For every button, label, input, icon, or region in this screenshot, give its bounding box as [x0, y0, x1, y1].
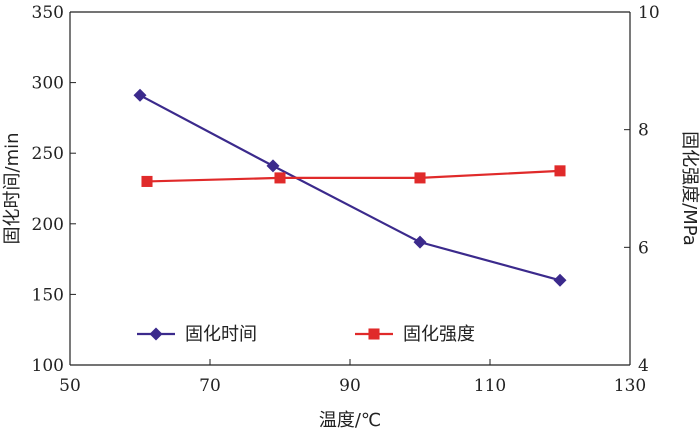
- curing-strength-legend-label: 固化强度: [403, 324, 475, 345]
- y-left-tick-label: 150: [32, 285, 64, 305]
- x-tick-label: 110: [474, 376, 506, 396]
- legend: 固化时间 固化强度: [137, 324, 475, 345]
- curing-time-legend-marker: [149, 327, 163, 341]
- ticks: 50 70 90 110 130 100 150 200 250 300 350 4 6 8 10: [32, 3, 660, 396]
- y-axis-left-title: 固化时间/min: [2, 132, 23, 244]
- curing-time-legend-label: 固化时间: [185, 324, 257, 345]
- curing-time-series-line: [139, 94, 561, 282]
- x-tick-label: 50: [59, 376, 81, 396]
- curing-strength-data-point: [554, 165, 566, 177]
- x-axis-title: 温度/℃: [319, 410, 381, 431]
- x-tick-label: 90: [339, 376, 361, 396]
- y-right-tick-label: 4: [638, 356, 649, 376]
- y-left-tick-label: 200: [32, 215, 64, 235]
- axes: [69, 11, 631, 366]
- y-left-tick-label: 100: [32, 356, 64, 376]
- curing-strength-legend-marker: [368, 328, 380, 340]
- y-left-tick-label: 350: [32, 3, 64, 23]
- curing-time-data-point: [413, 235, 427, 249]
- curing-time-data-point: [266, 159, 280, 173]
- x-tick-label: 70: [199, 376, 221, 396]
- curing-time-data-point: [553, 273, 567, 287]
- curing-strength-data-point: [141, 175, 153, 187]
- y-left-tick-label: 300: [32, 74, 64, 94]
- curing-strength-data-point: [274, 172, 286, 184]
- curing-strength-series-line: [146, 169, 561, 183]
- y-right-tick-label: 6: [638, 238, 649, 258]
- y-left-tick-label: 250: [32, 144, 64, 164]
- series-layer: [133, 88, 567, 287]
- curing-strength-data-point: [414, 172, 426, 184]
- x-tick-label: 130: [614, 376, 646, 396]
- y-axis-right-title: 固化强度/MPa: [679, 131, 700, 246]
- y-right-tick-label: 10: [638, 3, 660, 23]
- y-right-tick-label: 8: [638, 121, 649, 141]
- curing-time-data-point: [133, 88, 147, 102]
